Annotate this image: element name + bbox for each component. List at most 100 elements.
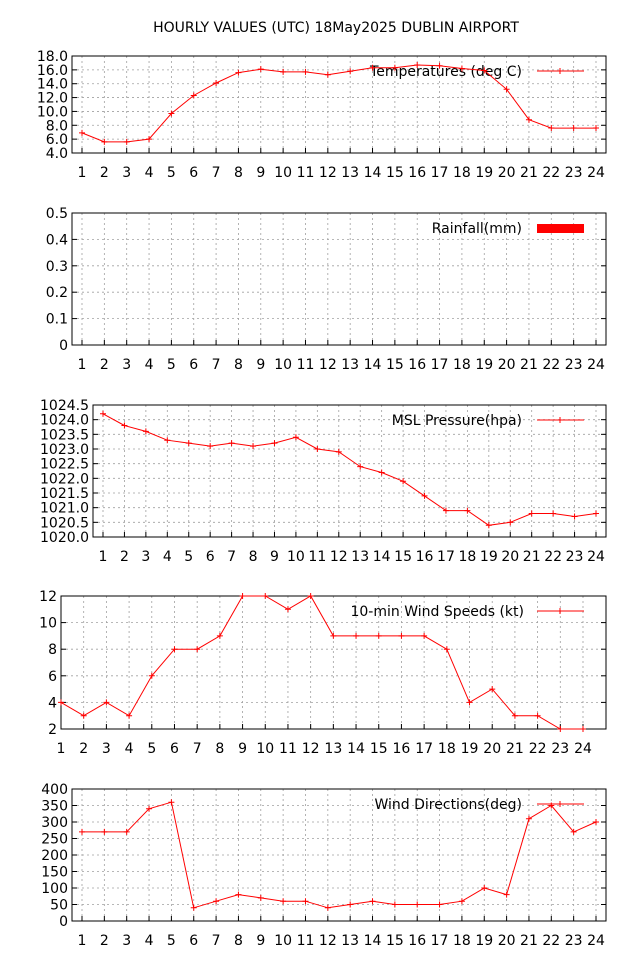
rainfall-xtick-label: 8 [234,357,243,373]
pressure-point [528,510,535,517]
wind-speed-ytick-label: 8 [48,642,57,658]
wind-direction-ytick-label: 200 [41,848,68,864]
pressure-point [142,428,149,435]
temperature-xtick-label: 12 [319,165,337,181]
wind-speed-xtick-label: 9 [238,741,247,757]
pressure-chart: 1020.01020.51021.01021.51022.01022.51023… [40,398,607,565]
wind-direction-xtick-label: 6 [189,933,198,949]
pressure-point [314,446,321,452]
pressure-ytick-label: 1022.0 [40,471,89,487]
wind-direction-frame [71,788,607,922]
wind-speed-point [466,699,473,706]
pressure-point [335,448,342,455]
wind-speed-xtick-label: 15 [370,741,388,757]
pressure-ytick-label: 1021.0 [40,501,89,517]
temperature-xtick-label: 17 [431,165,449,181]
wind-direction-xtick-label: 4 [145,933,154,949]
page-title: HOURLY VALUES (UTC) 18May2025 DUBLIN AIR… [153,20,519,36]
pressure-point [464,507,471,514]
wind-direction-xtick-label: 23 [565,933,583,949]
wind-speed-point [489,686,496,693]
wind-direction-point [235,891,242,898]
wind-speed-xtick-label: 7 [193,741,202,757]
wind-direction-xtick-label: 22 [542,933,560,949]
pressure-xtick-label: 10 [287,549,305,565]
temperature-legend-marker [557,68,563,74]
temperature-point [79,129,85,136]
wind-direction-xtick-label: 18 [453,933,471,949]
pressure-ytick-label: 1020.0 [40,530,89,546]
wind-speed-point [171,646,178,653]
temperature-xtick-label: 23 [565,165,583,181]
temperature-point [235,69,242,76]
pressure-point [378,469,385,476]
wind-direction-xtick-label: 10 [274,933,292,949]
temperature-xtick-label: 5 [167,165,176,181]
pressure-xtick-label: 13 [351,549,369,565]
pressure-ytick-label: 1022.5 [40,457,89,473]
temperature-point [548,125,555,132]
wind-speed-xtick-label: 6 [170,741,179,757]
rainfall-ytick-label: 0.4 [46,232,68,248]
wind-direction-xtick-label: 1 [78,933,87,949]
temperature-xtick-label: 9 [256,165,265,181]
temperature-xtick-label: 22 [542,165,560,181]
wind-speed-xtick-label: 24 [574,741,592,757]
wind-direction-xtick-label: 20 [498,933,516,949]
rainfall-xtick-label: 14 [364,357,382,373]
wind-direction-point [324,904,331,911]
rainfall-xtick-label: 6 [189,357,198,373]
pressure-xtick-label: 3 [141,549,150,565]
wind-direction-xtick-label: 14 [364,933,382,949]
pressure-xtick-label: 18 [458,549,476,565]
wind-direction-xtick-label: 19 [475,933,493,949]
wind-speed-point [443,646,450,653]
wind-speed-point [398,632,405,639]
wind-speed-point [375,632,382,639]
rainfall-xtick-label: 5 [167,357,176,373]
rainfall-ytick-label: 0 [59,338,68,354]
pressure-point [507,519,514,526]
temperature-point [168,110,175,117]
temperature-xtick-label: 13 [341,165,359,181]
pressure-xtick-label: 16 [416,549,434,565]
wind-speed-frame [60,595,607,730]
temperature-ytick-label: 6.0 [46,132,68,148]
wind-direction-xtick-label: 7 [212,933,221,949]
rainfall-ytick-label: 0.1 [46,312,68,328]
pressure-point [292,434,299,441]
pressure-point [185,440,192,447]
wind-direction-point [436,901,443,908]
temperature-ytick-label: 12.0 [37,91,68,107]
temperature-ytick-label: 8.0 [46,118,68,134]
wind-direction-point [123,828,130,835]
wind-direction-ytick-label: 50 [50,898,68,914]
pressure-point [228,440,235,447]
wind-speed-xtick-label: 19 [461,741,479,757]
wind-speed-xtick-label: 3 [102,741,111,757]
wind-speed-point [148,672,155,679]
temperature-point [369,64,376,71]
wind-speed-xtick-label: 14 [347,741,365,757]
wind-speed-point [580,726,586,732]
pressure-frame [92,404,607,538]
wind-speed-point [194,646,201,653]
wind-speed-point [284,606,291,613]
wind-direction-xtick-label: 11 [297,933,315,949]
rainfall-xtick-label: 11 [297,357,315,373]
pressure-ytick-label: 1023.5 [40,427,89,443]
temperature-point [458,65,465,72]
wind-speed-point [557,726,564,732]
wind-speed-xtick-label: 21 [506,741,524,757]
wind-speed-xtick-label: 8 [215,741,224,757]
temperature-xtick-label: 19 [475,165,493,181]
wind-speed-xtick-label: 17 [415,741,433,757]
wind-speed-xtick-label: 13 [324,741,342,757]
temperature-xtick-label: 16 [408,165,426,181]
temperature-xtick-label: 24 [587,165,605,181]
rainfall-xtick-label: 3 [122,357,131,373]
wind-direction-point [146,805,153,812]
temperature-xtick-label: 15 [386,165,404,181]
temperature-xtick-label: 8 [234,165,243,181]
